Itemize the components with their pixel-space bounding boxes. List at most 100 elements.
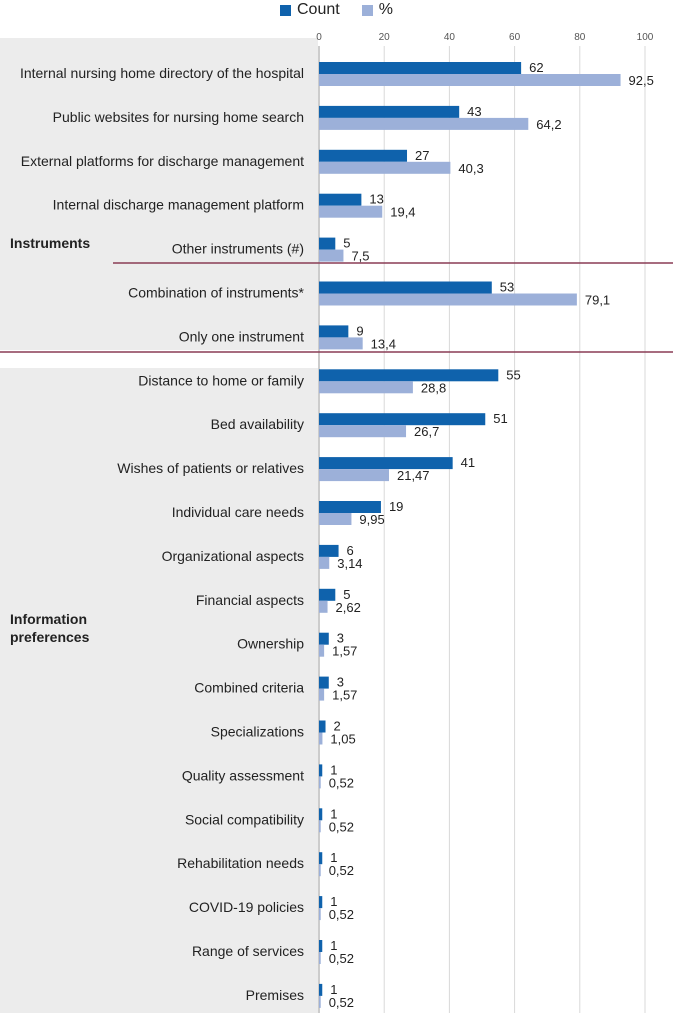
bar-count <box>319 896 323 909</box>
x-tick-label: 80 <box>574 32 586 43</box>
category-label: Quality assessment <box>182 767 304 783</box>
data-label-count: 1 <box>330 938 337 953</box>
data-label-count: 43 <box>467 104 481 119</box>
data-label-percent: 2,62 <box>336 600 361 615</box>
category-label: Individual care needs <box>172 504 304 520</box>
data-label-percent: 64,2 <box>536 117 561 132</box>
x-tick-label: 60 <box>509 32 521 43</box>
data-label-count: 2 <box>334 719 341 734</box>
legend: Count % <box>280 0 393 20</box>
bar-count <box>319 413 486 426</box>
category-label: Distance to home or family <box>138 372 304 388</box>
bar-percent <box>319 74 621 86</box>
data-label-count: 5 <box>343 587 350 602</box>
legend-percent-swatch <box>361 4 373 16</box>
bar-percent <box>319 337 363 350</box>
category-label: Specializations <box>211 724 304 740</box>
data-label-percent: 1,05 <box>330 732 355 747</box>
data-label-count: 1 <box>330 762 337 777</box>
bar-count <box>319 501 381 513</box>
category-label: Social compatibility <box>185 811 304 827</box>
group-label-information-preferences: Information preferences <box>10 610 89 646</box>
group-label-instruments: Instruments <box>10 235 91 251</box>
bar-percent <box>319 600 328 613</box>
bar-count <box>319 852 323 865</box>
data-label-percent: 92,5 <box>629 73 654 88</box>
bar-count <box>319 193 362 206</box>
bar-count <box>319 940 323 952</box>
data-label-percent: 28,8 <box>421 380 446 395</box>
panel-instruments <box>0 38 318 350</box>
legend-count: Count <box>280 1 340 19</box>
data-label-count: 51 <box>493 411 507 426</box>
bar-count <box>319 588 336 601</box>
bar-percent <box>319 469 389 482</box>
data-label-percent: 79,1 <box>585 293 610 308</box>
data-label-percent: 1,57 <box>332 688 357 703</box>
category-label: Other instruments (#) <box>172 241 304 257</box>
bar-percent <box>319 952 321 964</box>
category-label: Wishes of patients or relatives <box>117 460 304 476</box>
x-tick-label: 100 <box>637 32 654 43</box>
data-label-percent: 40,3 <box>458 161 483 176</box>
bar-percent <box>319 381 413 394</box>
bar-count <box>319 983 323 996</box>
bar-percent <box>319 117 529 130</box>
panel-information-preferences <box>0 368 318 1013</box>
bar-percent <box>319 425 407 438</box>
bar-percent <box>319 556 330 569</box>
bar-percent <box>319 513 352 525</box>
data-label-percent: 0,52 <box>329 951 354 966</box>
data-label-count: 3 <box>337 631 344 646</box>
data-label-percent: 0,52 <box>329 863 354 878</box>
bar-percent <box>319 205 383 218</box>
bar-count <box>319 237 336 250</box>
data-label-percent: 0,52 <box>329 907 354 922</box>
category-label: Only one instrument <box>179 328 304 344</box>
bar-percent <box>319 995 321 1008</box>
data-label-count: 13 <box>369 192 383 207</box>
category-label: External platforms for discharge managem… <box>21 153 304 169</box>
data-label-count: 1 <box>330 850 337 865</box>
category-label: Internal nursing home directory of the h… <box>20 65 304 81</box>
bar-percent <box>319 688 325 701</box>
category-label: Organizational aspects <box>162 548 304 564</box>
bar-percent <box>319 908 321 921</box>
legend-count-swatch <box>280 4 291 16</box>
bar-percent <box>319 293 577 306</box>
category-label: Bed availability <box>211 416 304 432</box>
category-label: Financial aspects <box>196 592 304 608</box>
data-label-percent: 7,5 <box>351 249 369 264</box>
bar-count <box>319 632 329 645</box>
category-label: Internal discharge management platform <box>53 197 304 213</box>
data-label-count: 53 <box>500 280 514 295</box>
data-label-percent: 3,14 <box>337 556 362 571</box>
bars: Internal nursing home directory of the h… <box>20 60 654 1010</box>
bar-percent <box>319 249 344 262</box>
data-label-count: 9 <box>356 323 363 338</box>
data-label-percent: 9,95 <box>359 512 384 527</box>
data-label-count: 27 <box>415 148 429 163</box>
data-label-count: 1 <box>330 894 337 909</box>
bar-count <box>319 544 339 557</box>
bar-percent <box>319 864 321 877</box>
data-label-percent: 0,52 <box>329 819 354 834</box>
group-label-line-1: Information <box>10 611 87 627</box>
data-label-percent: 0,52 <box>329 995 354 1010</box>
data-label-percent: 0,52 <box>329 775 354 790</box>
data-label-count: 55 <box>506 367 520 382</box>
category-label: COVID-19 policies <box>189 899 304 915</box>
category-label: Rehabilitation needs <box>177 855 304 871</box>
legend-count-label: Count <box>297 1 340 18</box>
x-tick-label: 0 <box>316 32 322 43</box>
bar-count <box>319 676 329 689</box>
separators <box>0 262 673 353</box>
x-axis-ticks: 0 20 40 60 80 100 <box>316 32 654 43</box>
bar-count <box>319 808 323 821</box>
data-label-percent: 26,7 <box>414 424 439 439</box>
bar-count <box>319 62 522 74</box>
data-label-percent: 1,57 <box>332 644 357 659</box>
data-label-count: 1 <box>330 982 337 997</box>
bar-percent <box>319 820 321 833</box>
data-label-count: 41 <box>461 455 475 470</box>
